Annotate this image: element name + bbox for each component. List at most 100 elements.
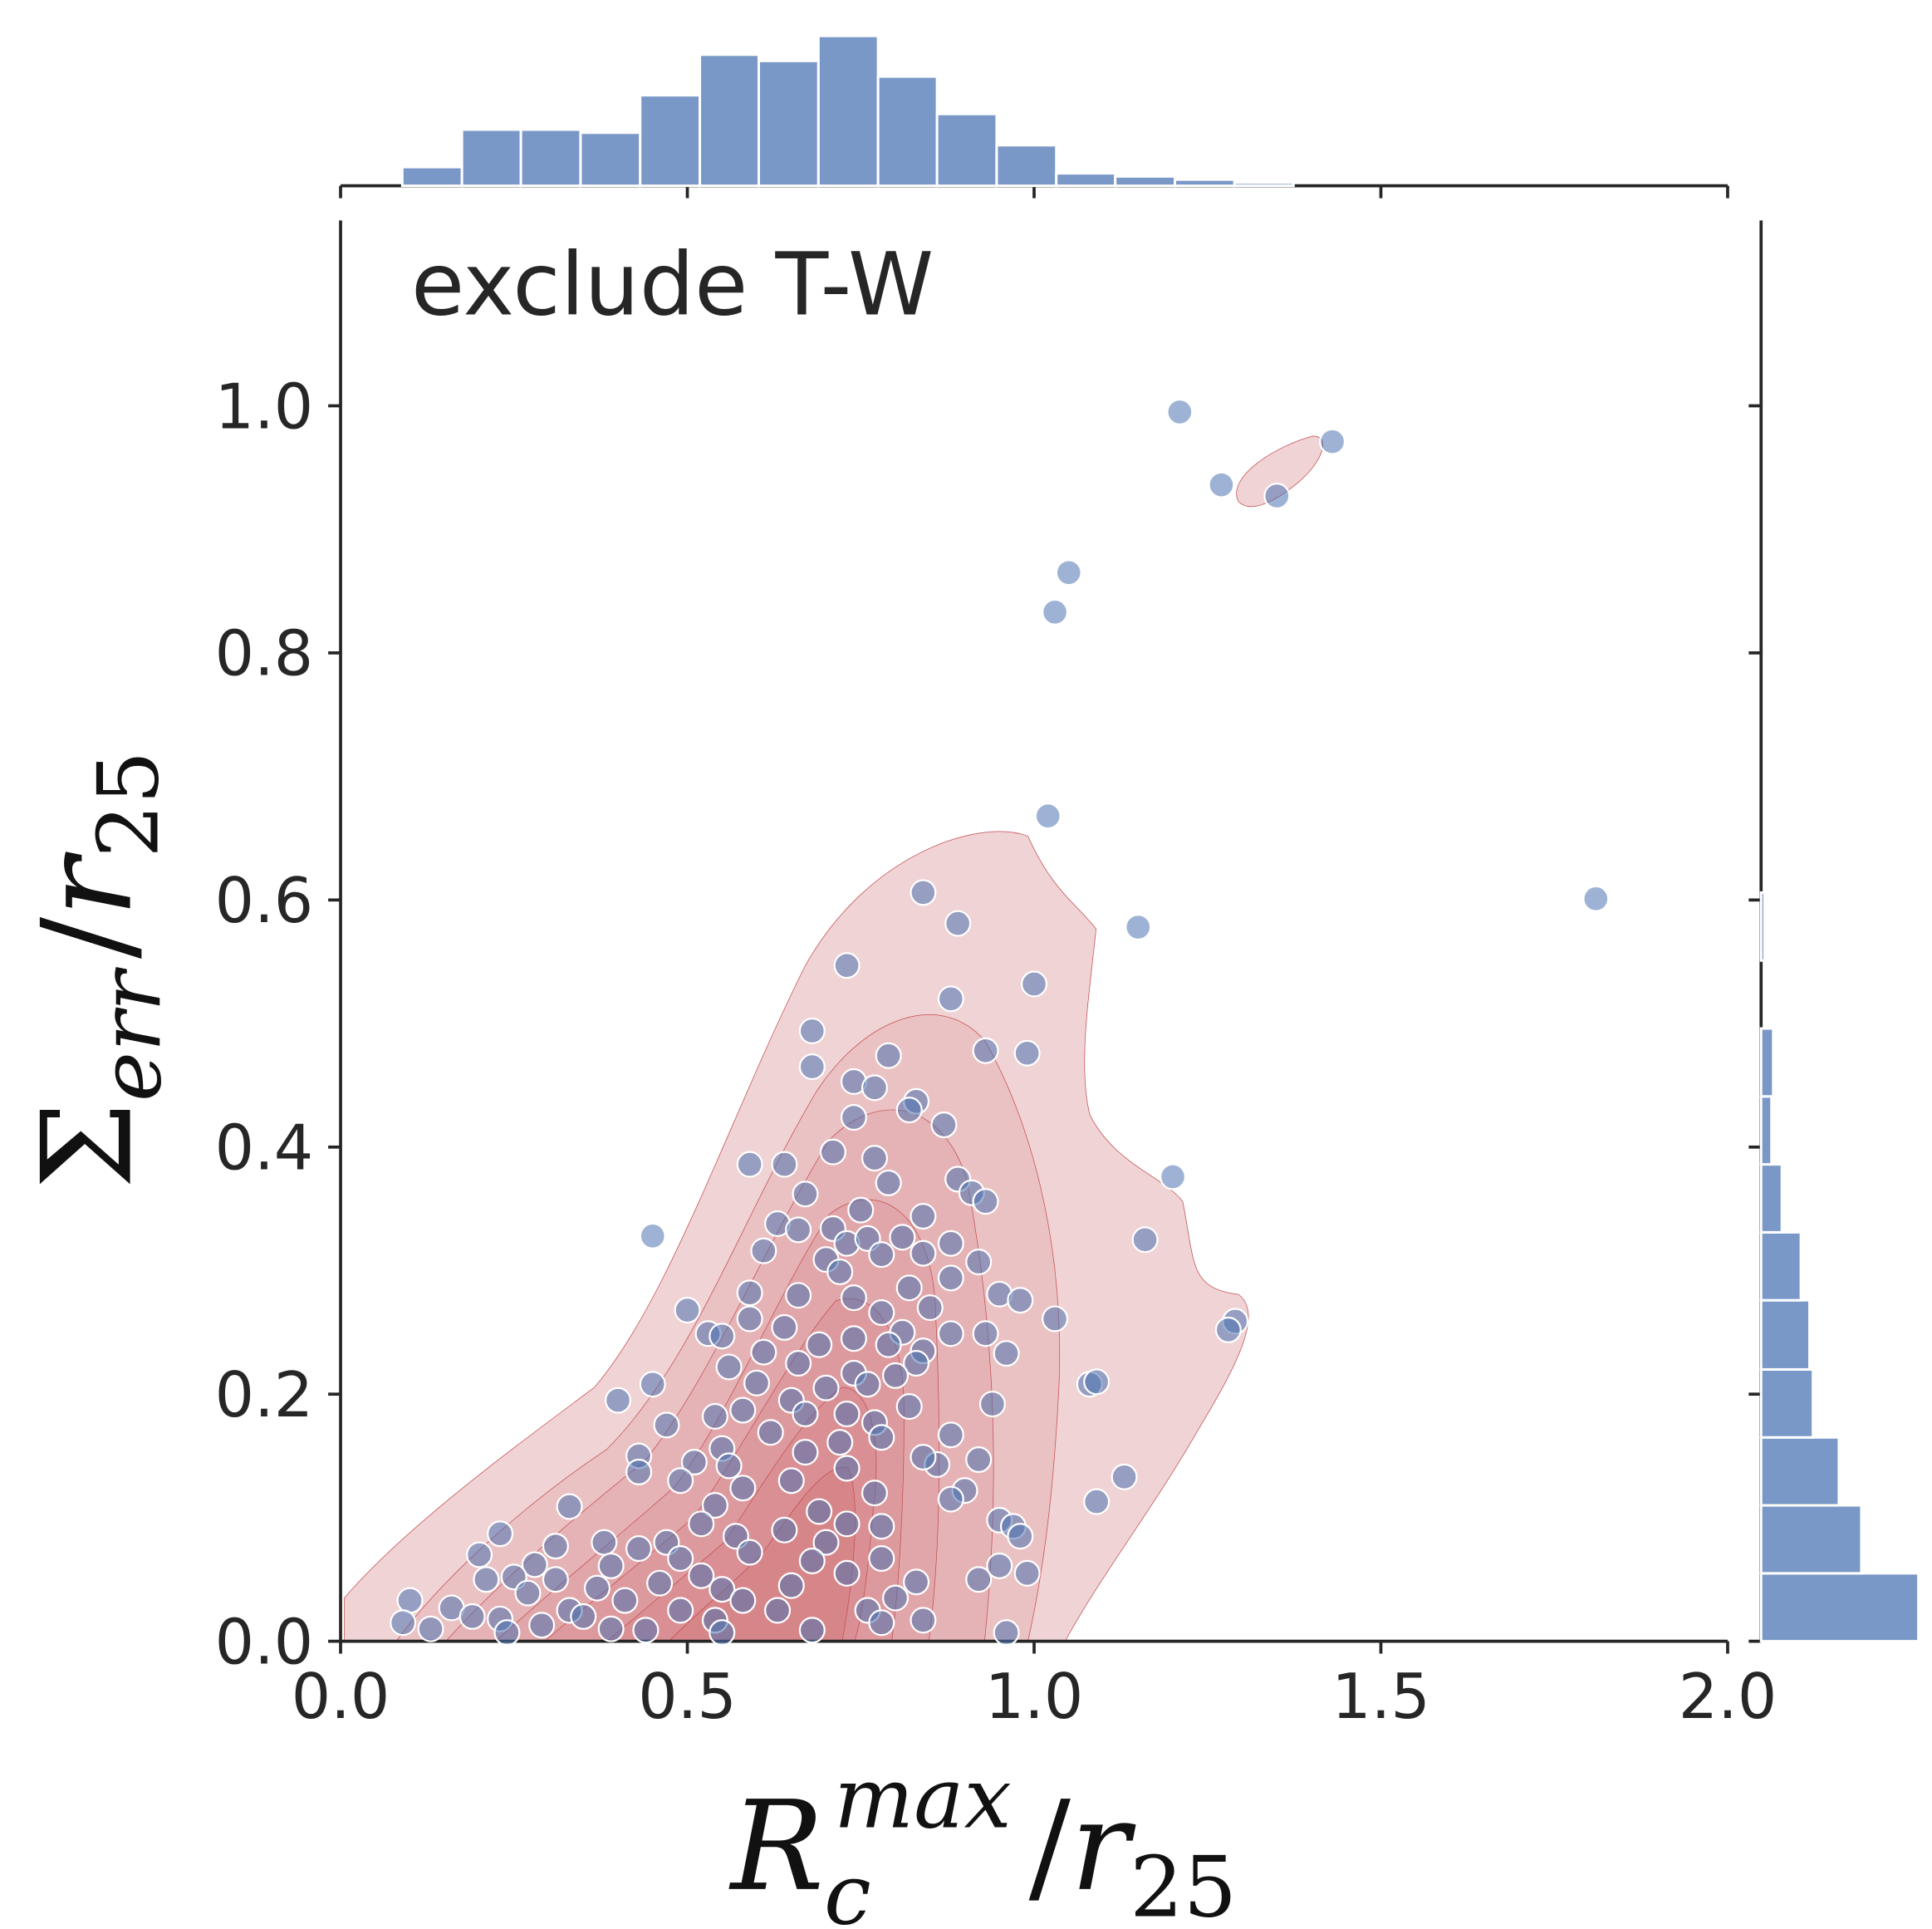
y-tick-label: 1.0 [215, 371, 314, 443]
point [736, 1279, 763, 1307]
point [972, 1188, 999, 1215]
point [632, 1617, 660, 1644]
point [937, 985, 964, 1013]
point [792, 1180, 819, 1208]
point [937, 1421, 964, 1449]
point [1125, 914, 1152, 941]
point [777, 1572, 805, 1599]
point [757, 1419, 784, 1446]
hist-bar [995, 144, 1058, 188]
point [910, 879, 937, 906]
hist-bar [400, 165, 463, 188]
hist-bar [639, 94, 702, 188]
point [910, 1203, 937, 1230]
hist-bar [1233, 181, 1295, 188]
point [736, 1305, 763, 1333]
point [667, 1467, 694, 1495]
hist-bar [699, 53, 761, 188]
point [556, 1493, 583, 1520]
y-tick-label: 0.2 [215, 1359, 314, 1431]
y-tick-label: 0.4 [215, 1112, 314, 1185]
point [729, 1396, 757, 1424]
point [840, 1104, 867, 1131]
point [868, 1424, 895, 1451]
point [1166, 398, 1194, 425]
point [868, 1544, 895, 1573]
point [701, 1402, 728, 1430]
point [812, 1529, 840, 1556]
point [1319, 428, 1346, 455]
point [1042, 1305, 1069, 1333]
point [798, 1053, 826, 1081]
point [847, 1196, 875, 1224]
y-tick-label: 0.6 [215, 865, 314, 937]
point [833, 1455, 861, 1482]
point [875, 1331, 902, 1358]
point [597, 1615, 625, 1642]
point [1007, 1287, 1034, 1314]
label-part: r [17, 852, 160, 917]
hist-bar [579, 131, 642, 188]
point [833, 1559, 861, 1587]
point [1083, 1368, 1111, 1396]
point [895, 1393, 923, 1421]
point [937, 1485, 964, 1513]
label-part: c [824, 1846, 871, 1929]
point [868, 1513, 895, 1540]
point [396, 1587, 424, 1614]
kde-contours [344, 435, 1324, 1642]
point [417, 1615, 444, 1642]
point [625, 1458, 653, 1485]
point [1214, 1316, 1242, 1343]
point [937, 1264, 964, 1292]
hist-bar [1114, 174, 1176, 188]
x-axis-label: Rcmax/r25 [728, 1749, 1237, 1929]
label-part: max [834, 1749, 1012, 1847]
point [701, 1492, 728, 1519]
point [709, 1576, 736, 1603]
point [1007, 1523, 1034, 1550]
hist-bar [460, 128, 522, 188]
label-part: err [81, 967, 179, 1102]
label-part: R [728, 1775, 824, 1919]
point [1013, 1559, 1041, 1587]
point [881, 1362, 910, 1389]
hist-bar [758, 59, 820, 188]
point [736, 1539, 763, 1566]
point [854, 1371, 881, 1398]
hist-bar [1174, 178, 1236, 188]
point [798, 1017, 826, 1045]
point [777, 1467, 805, 1495]
point [771, 1516, 798, 1544]
hist-bar [876, 75, 939, 188]
point [1159, 1163, 1187, 1190]
point [639, 1222, 666, 1249]
point [750, 1237, 777, 1264]
point [390, 1609, 417, 1637]
point [785, 1216, 812, 1244]
point [715, 1452, 743, 1480]
point [674, 1297, 701, 1324]
point [972, 1037, 999, 1064]
point [861, 1480, 888, 1507]
point [764, 1597, 792, 1624]
point [861, 1145, 888, 1172]
label-part: / [17, 916, 160, 959]
point [972, 1320, 999, 1347]
point [903, 1349, 930, 1377]
point [833, 1400, 861, 1428]
point [771, 1313, 798, 1341]
hist-bar [1759, 1504, 1863, 1575]
point [465, 1541, 493, 1568]
point [930, 1111, 958, 1139]
point [688, 1562, 715, 1589]
scatter-points [390, 398, 1610, 1647]
point [895, 1274, 923, 1302]
point [903, 1568, 930, 1596]
point [868, 1241, 895, 1269]
label-part: / [1029, 1775, 1071, 1919]
hist-bar [816, 34, 880, 188]
hist-bar [1759, 1163, 1783, 1234]
